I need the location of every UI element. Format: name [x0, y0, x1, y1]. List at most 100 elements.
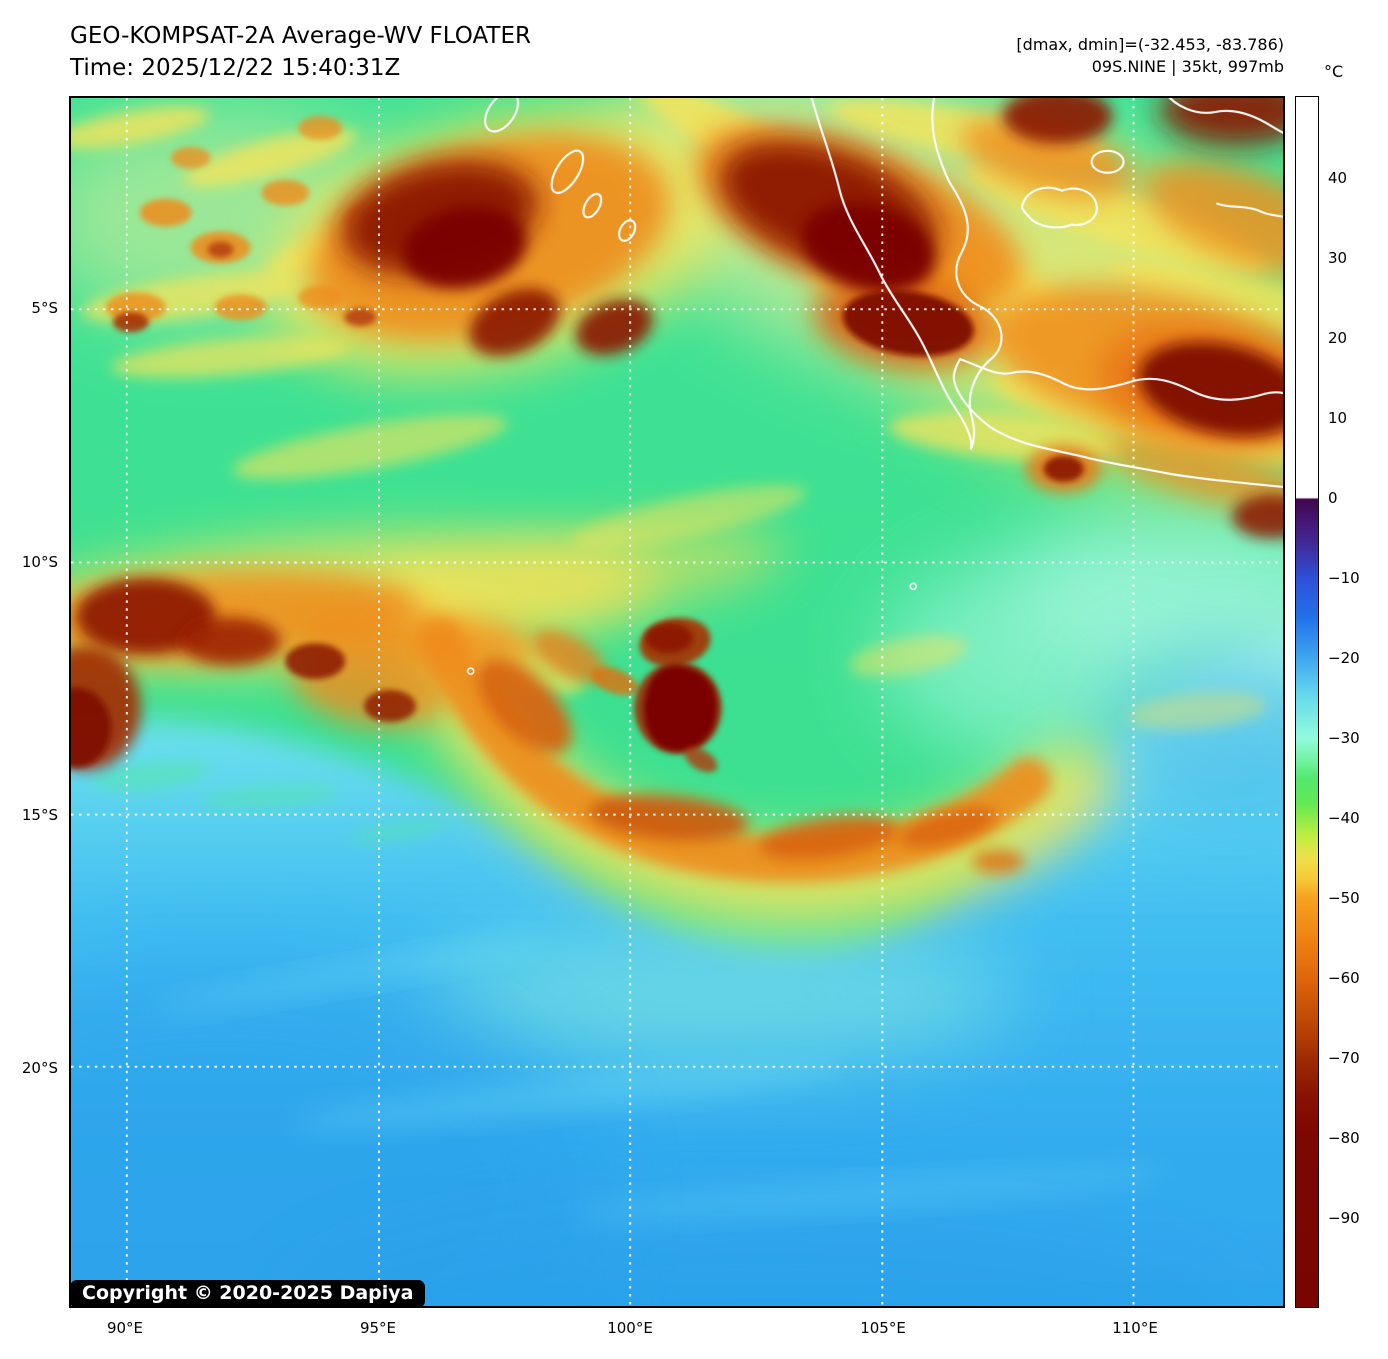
colorbar-tick-label: 0 — [1328, 489, 1338, 507]
colorbar-tick-label: 20 — [1328, 329, 1348, 347]
cloud-streak — [232, 414, 508, 480]
storm-info-label: 09S.NINE | 35kt, 997mb — [1091, 57, 1284, 76]
cloud-dark-red — [1043, 455, 1084, 482]
annotation-block: [dmax, dmin]=(-32.453, -83.786) 09S.NINE… — [1016, 34, 1284, 78]
cloud-orange — [139, 198, 192, 227]
cloud-dark-red — [112, 312, 149, 333]
colorbar-tick-label: −50 — [1328, 889, 1360, 907]
cloud-orange — [298, 115, 343, 140]
cloud-deep-orange — [899, 807, 997, 848]
cloud-dark-red — [469, 288, 560, 357]
coastline-mentawai-island — [484, 98, 520, 133]
colorbar — [1295, 96, 1319, 1308]
ocean-layer — [71, 496, 1283, 1306]
cloud-deep-orange — [477, 658, 572, 754]
cloud-streak — [1127, 692, 1267, 730]
colorbar-tick-label: −20 — [1328, 649, 1360, 667]
page-title: GEO-KOMPSAT-2A Average-WV FLOATER — [70, 23, 531, 49]
cloud-orange — [214, 294, 267, 321]
ocean-streak — [291, 1061, 847, 1128]
deep-blue-s — [296, 1214, 1241, 1306]
cloud-streak — [1111, 261, 1283, 344]
cloud-streak — [71, 106, 210, 149]
coastline-java-south — [952, 358, 1283, 489]
cloud-streak — [111, 336, 350, 378]
cloud-deep-orange — [759, 815, 898, 860]
lon-axis-label: 105°E — [860, 1319, 906, 1337]
cloud-dark-red — [71, 688, 111, 768]
title-block: GEO-KOMPSAT-2A Average-WV FLOATER Time: … — [70, 20, 531, 84]
lon-axis-label: 100°E — [607, 1319, 653, 1337]
cloud-layer — [71, 98, 1283, 925]
cloud-deep-orange — [589, 794, 749, 841]
cloud-dark-red — [1232, 494, 1283, 539]
coastline-northeast-2 — [1216, 202, 1283, 218]
copyright-badge: Copyright © 2020-2025 Dapiya — [70, 1280, 426, 1308]
coastline-mentawai-island — [550, 149, 585, 194]
map-canvas — [69, 96, 1285, 1308]
satellite-image — [71, 98, 1283, 1306]
colorbar-unit-label: °C — [1324, 62, 1344, 81]
colorbar-tick-label: −10 — [1328, 569, 1360, 587]
cloud-dark-red — [1002, 98, 1113, 144]
lon-axis-label: 95°E — [359, 1319, 397, 1337]
coastline-java-north — [958, 358, 1283, 401]
storm-core-tail — [684, 747, 718, 773]
cloud-dark-red — [207, 241, 234, 258]
coastline-sumatra-east — [931, 98, 1003, 450]
cloud-dark-red — [403, 206, 526, 289]
cloud-streak — [183, 128, 358, 187]
cloud-dark-red — [180, 617, 281, 666]
cloud-dark-red — [842, 290, 974, 357]
dmax-dmin-label: [dmax, dmin]=(-32.453, -83.786) — [1016, 35, 1284, 54]
deep-blue-sw — [71, 955, 600, 1306]
colorbar-tick-label: 40 — [1328, 169, 1348, 187]
colorbar-tick-label: −80 — [1328, 1129, 1360, 1147]
cloud-deep-orange — [590, 666, 638, 696]
cloud-dark-red — [802, 203, 935, 292]
coastline-tiny-island — [466, 667, 475, 675]
lon-axis-label: 90°E — [106, 1319, 144, 1337]
colorbar-tick-label: 10 — [1328, 409, 1348, 427]
ocean-streak — [570, 1169, 1167, 1220]
cloud-dark-red — [364, 690, 416, 722]
colorbar-tick-label: −60 — [1328, 969, 1360, 987]
cloud-dark-red — [285, 643, 346, 680]
green-wisp — [200, 782, 340, 809]
colorbar-tick-label: −40 — [1328, 809, 1360, 827]
colorbar-tick-label: −70 — [1328, 1049, 1360, 1067]
cloud-deep-orange — [972, 849, 1024, 874]
timestamp-label: Time: 2025/12/22 15:40:31Z — [70, 55, 401, 81]
lon-axis-label: 110°E — [1112, 1319, 1158, 1337]
coastline-northeast — [1168, 98, 1283, 135]
storm-upper-blob-core — [645, 623, 693, 654]
cloud-dark-red — [344, 308, 376, 327]
colorbar-tick-label: 30 — [1328, 249, 1348, 267]
coastline-mentawai-island — [618, 219, 637, 242]
colorbar-tick-label: −30 — [1328, 729, 1360, 747]
storm-core-blob — [644, 665, 718, 752]
lat-axis-label: 10°S — [21, 553, 58, 571]
coastline-bangka-island — [1021, 186, 1098, 229]
lat-axis-label: 20°S — [21, 1059, 58, 1077]
cloud-orange — [170, 146, 211, 169]
coastline-mentawai-island — [582, 192, 603, 219]
coastlines — [466, 98, 1283, 675]
cloud-orange — [261, 179, 310, 206]
pale-cyan-band-2 — [1017, 496, 1283, 696]
green-wisp — [350, 817, 450, 844]
coastline-tiny-island — [909, 582, 918, 591]
cloud-dark-red — [75, 578, 216, 655]
green-wisp — [91, 760, 211, 791]
gridlines — [71, 98, 1283, 1306]
cloud-streak — [571, 485, 807, 549]
cloud-dark-red — [1138, 341, 1283, 437]
cloud-orange — [533, 629, 606, 683]
cloud-streak — [849, 635, 968, 677]
colorbar-tick-label: −90 — [1328, 1209, 1360, 1227]
ocean-streak — [153, 938, 547, 1012]
lat-axis-label: 15°S — [21, 806, 58, 824]
coastline-belitung-island — [1090, 149, 1125, 174]
cyan-transition — [419, 925, 1018, 1065]
